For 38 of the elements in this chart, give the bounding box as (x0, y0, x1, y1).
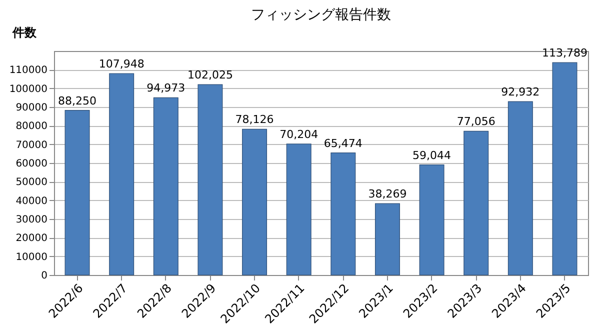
data-label: 65,474 (324, 136, 362, 150)
y-tick-label: 40000 (16, 196, 48, 207)
data-label: 88,250 (58, 94, 97, 108)
bar (198, 84, 223, 276)
data-label: 70,204 (280, 128, 318, 141)
y-tick-label: 100000 (9, 84, 48, 95)
y-tick-label: 10000 (16, 252, 48, 263)
bar (552, 62, 578, 276)
y-tick-label: 50000 (16, 177, 48, 188)
data-label: 38,269 (368, 188, 407, 201)
bar (330, 152, 356, 276)
data-label: 78,126 (235, 113, 274, 126)
bar (242, 128, 268, 276)
bar (464, 130, 489, 276)
data-label: 94,973 (146, 82, 186, 95)
data-label: 92,932 (501, 86, 540, 99)
data-label: 113,789 (542, 46, 588, 60)
bar (286, 144, 312, 276)
y-tick-label: 80000 (16, 121, 48, 132)
y-tick-label: 70000 (16, 140, 48, 151)
y-tick-label: 60000 (16, 158, 48, 170)
data-label: 77,056 (456, 115, 496, 128)
data-label: 59,044 (412, 148, 452, 162)
y-tick-label: 20000 (16, 233, 48, 244)
y-tick-label: 90000 (16, 102, 48, 114)
bar (374, 203, 400, 276)
bar (508, 101, 533, 276)
data-label: 107,948 (98, 57, 144, 70)
y-tick-label: 0 (41, 270, 48, 282)
bar (419, 164, 444, 276)
data-label: 102,025 (187, 68, 233, 82)
bar (109, 73, 134, 276)
y-tick-label: 110000 (9, 65, 48, 76)
y-axis-title: 件数 (12, 26, 38, 40)
bar (153, 97, 178, 276)
y-tick-label: 30000 (16, 214, 48, 226)
bar (64, 110, 90, 276)
chart-title: フィッシング報告件数 (251, 7, 391, 23)
